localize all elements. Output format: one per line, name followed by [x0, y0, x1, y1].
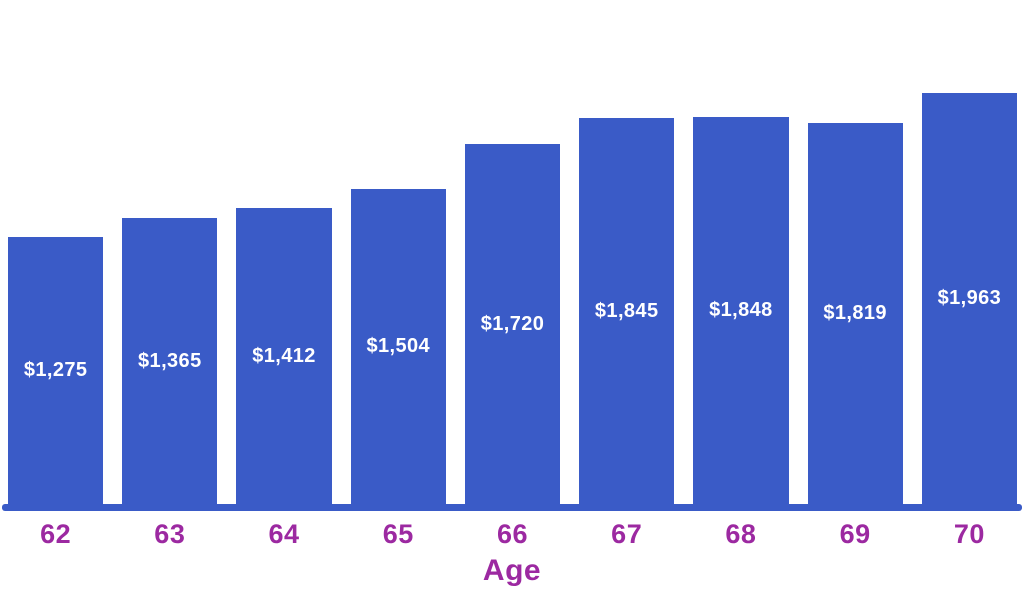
bar-value-label: $1,845: [594, 299, 659, 322]
plot-area: $1,275 $1,365 $1,412 $1,504 $1,720 $1,845 $1,8…: [8, 0, 1017, 504]
bar: $1,845: [579, 118, 675, 504]
bar: $1,365: [122, 218, 218, 504]
bar: $1,504: [350, 189, 446, 504]
bar: $1,412: [236, 208, 332, 504]
bar-value-label: $1,504: [366, 335, 431, 357]
bar-value-label: $1,963: [937, 287, 1002, 309]
bar: $1,963: [921, 93, 1017, 504]
x-tick-label: 68: [725, 519, 757, 549]
bar: $1,275: [8, 237, 104, 504]
bar: $1,848: [693, 117, 789, 504]
x-tick-label: 63: [154, 519, 186, 549]
bar-value-label: $1,365: [138, 349, 202, 372]
bar-value-label: $1,275: [23, 359, 88, 381]
bar-value-label: $1,848: [709, 299, 773, 321]
x-axis-line: [2, 504, 1022, 511]
x-tick-label: 67: [611, 519, 643, 549]
bar-value-label: $1,720: [480, 312, 545, 335]
x-tick-label: 70: [953, 519, 985, 549]
x-tick-label: 66: [496, 519, 528, 549]
bar: $1,819: [807, 123, 903, 504]
x-tick-label: 64: [268, 519, 300, 549]
x-axis-title: Age: [482, 554, 542, 587]
bar-value-label: $1,412: [252, 344, 316, 367]
bar: $1,720: [464, 144, 561, 504]
bar-value-label: $1,819: [823, 302, 887, 324]
x-tick-label: 62: [40, 519, 72, 549]
x-tick-label: 69: [839, 519, 871, 549]
x-axis-ticks: 62 63 64 65 66 67 68 69 70: [8, 521, 1017, 548]
x-tick-label: 65: [382, 519, 414, 549]
